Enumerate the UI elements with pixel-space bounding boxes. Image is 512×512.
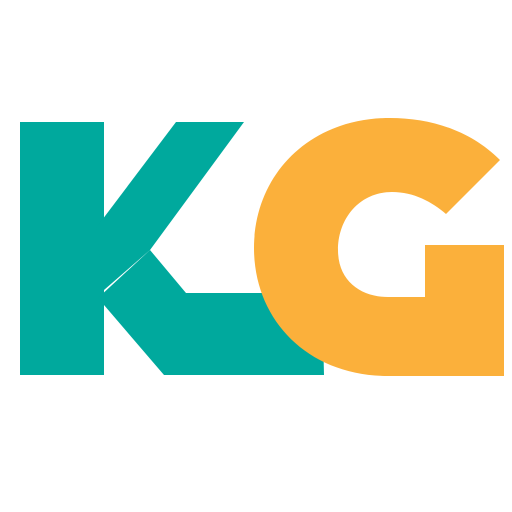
letter-k: [20, 122, 324, 375]
letter-g: [254, 118, 504, 376]
letter-k-stem: [20, 122, 104, 375]
letter-k-lower-leg: [98, 250, 324, 375]
letter-g-shape: [254, 118, 504, 376]
letter-k-upper-arm: [96, 122, 244, 290]
